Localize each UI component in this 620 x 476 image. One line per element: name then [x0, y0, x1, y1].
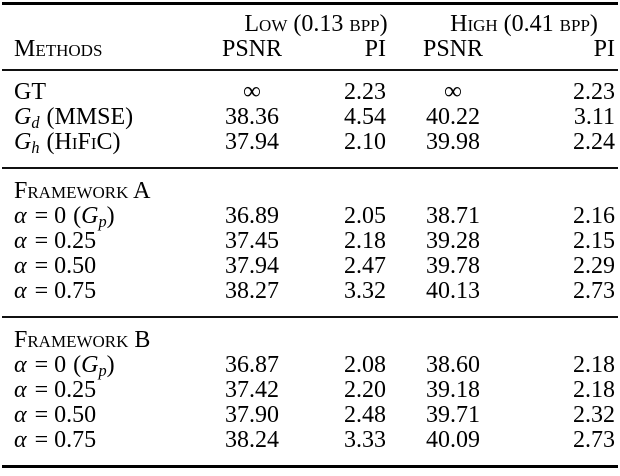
- pi-high-value: 2.15: [573, 228, 615, 254]
- table-row-alpha-0-a: α = 0 (Gp) 36.89 2.05 38.71 2.16: [2, 203, 618, 232]
- table-row-gd-mmse: Gd (MMSE) 38.36 4.54 40.22 3.11: [2, 104, 618, 133]
- psnr-low-value: ∞: [243, 78, 261, 105]
- table-row-alpha-25-b: α = 0.25 37.42 2.20 39.18 2.18: [2, 378, 618, 403]
- psnr-high-value: 39.98: [426, 129, 480, 155]
- pi-high-value: 2.29: [573, 253, 615, 279]
- pi-low-value: 2.48: [344, 402, 386, 428]
- method-label: Gh (HiFiC): [14, 129, 121, 158]
- col-header-psnr-low: PSNR: [221, 36, 283, 62]
- group-header-row: Low (0.13 bpp) High (0.41 bpp): [2, 4, 618, 38]
- group-header-spacer: [2, 4, 202, 38]
- pi-low-value: 2.47: [344, 253, 386, 279]
- table-row-gh-hific: Gh (HiFiC) 37.94 2.10 39.98 2.24: [2, 130, 618, 168]
- framework-a-section: Framework A α = 0 (Gp) 36.89 2.05 38.71 2.…: [2, 168, 618, 317]
- pi-low-value: 2.10: [344, 129, 386, 155]
- col-header-psnr-high: PSNR: [422, 36, 484, 62]
- psnr-high-value: 39.28: [426, 228, 480, 254]
- pi-low-value: 2.05: [344, 203, 386, 229]
- pi-high-value: 2.32: [573, 402, 615, 428]
- column-header-row: Methods PSNR PI PSNR PI: [2, 37, 618, 70]
- table-row-alpha-50-a: α = 0.50 37.94 2.47 39.78 2.29: [2, 254, 618, 279]
- baselines-section: GT ∞ 2.23 ∞ 2.23 Gd (MMSE) 38.36 4.54 40.…: [2, 70, 618, 168]
- table-row-alpha-0-b: α = 0 (Gp) 36.87 2.08 38.60 2.18: [2, 352, 618, 381]
- section-header-row: Framework B: [2, 317, 618, 353]
- psnr-high-value: 39.71: [426, 402, 480, 428]
- method-label: α = 0.25: [14, 377, 97, 403]
- col-header-pi-high: PI: [593, 36, 615, 62]
- group-low-cell: Low (0.13 bpp): [202, 4, 388, 38]
- psnr-low-value: 37.94: [225, 253, 279, 279]
- psnr-high-value: 40.09: [426, 427, 480, 453]
- table-row-gt: GT ∞ 2.23 ∞ 2.23: [2, 70, 618, 105]
- section-header-row: Framework A: [2, 168, 618, 204]
- psnr-low-value: 37.42: [225, 377, 279, 403]
- psnr-low-value: 37.90: [225, 402, 279, 428]
- psnr-low-value: 38.24: [225, 427, 279, 453]
- method-label: GT: [14, 79, 46, 105]
- method-label: α = 0.75: [14, 278, 97, 304]
- method-label: α = 0.75: [14, 427, 97, 453]
- pi-high-value: 2.73: [573, 278, 615, 304]
- method-label: α = 0 (Gp): [14, 203, 115, 232]
- pi-low-value: 2.08: [344, 352, 386, 378]
- pi-high-value: 2.18: [573, 377, 615, 403]
- psnr-high-value: 40.22: [426, 104, 480, 130]
- pi-high-value: 2.24: [573, 129, 615, 155]
- group-high-cell: High (0.41 bpp): [388, 4, 618, 38]
- table-row-alpha-50-b: α = 0.50 37.90 2.48 39.71 2.32: [2, 403, 618, 428]
- pi-high-value: 3.11: [573, 104, 615, 130]
- method-label: Gd (MMSE): [14, 104, 134, 133]
- method-label: α = 0.50: [14, 253, 97, 279]
- psnr-low-value: 36.89: [225, 203, 279, 229]
- col-header-pi-low: PI: [364, 36, 386, 62]
- section-title-framework-b: Framework B: [14, 327, 151, 353]
- psnr-high-value: 39.18: [426, 377, 480, 403]
- pi-high-value: 2.23: [573, 79, 615, 105]
- group-high-label: High (0.41 bpp): [450, 11, 598, 37]
- psnr-low-value: 38.36: [225, 104, 279, 130]
- psnr-high-value: 38.60: [426, 352, 480, 378]
- table-header: Low (0.13 bpp) High (0.41 bpp) Methods P…: [2, 4, 618, 70]
- pi-low-value: 3.32: [344, 278, 386, 304]
- pi-high-value: 2.16: [573, 203, 615, 229]
- psnr-low-value: 36.87: [225, 352, 279, 378]
- pi-low-value: 3.33: [344, 427, 386, 453]
- results-table: Low (0.13 bpp) High (0.41 bpp) Methods P…: [2, 2, 618, 468]
- method-label: α = 0.25: [14, 228, 97, 254]
- table-row-alpha-75-b: α = 0.75 38.24 3.33 40.09 2.73: [2, 428, 618, 467]
- table-row-alpha-25-a: α = 0.25 37.45 2.18 39.28 2.15: [2, 229, 618, 254]
- section-title-framework-a: Framework A: [14, 178, 151, 204]
- psnr-low-value: 37.94: [225, 129, 279, 155]
- col-header-methods: Methods: [14, 36, 103, 62]
- psnr-high-value: ∞: [444, 78, 462, 105]
- psnr-high-value: 38.71: [426, 203, 480, 229]
- pi-low-value: 2.20: [344, 377, 386, 403]
- pi-low-value: 2.23: [344, 79, 386, 105]
- group-low-label: Low (0.13 bpp): [244, 11, 388, 37]
- psnr-low-value: 37.45: [225, 228, 279, 254]
- pi-low-value: 4.54: [344, 104, 386, 130]
- pi-low-value: 2.18: [344, 228, 386, 254]
- pi-high-value: 2.73: [573, 427, 615, 453]
- psnr-high-value: 40.13: [426, 278, 480, 304]
- table-row-alpha-75-a: α = 0.75 38.27 3.32 40.13 2.73: [2, 279, 618, 317]
- framework-b-section: Framework B α = 0 (Gp) 36.87 2.08 38.60 2.…: [2, 317, 618, 467]
- psnr-high-value: 39.78: [426, 253, 480, 279]
- pi-high-value: 2.18: [573, 352, 615, 378]
- psnr-low-value: 38.27: [225, 278, 279, 304]
- method-label: α = 0 (Gp): [14, 352, 115, 381]
- method-label: α = 0.50: [14, 402, 97, 428]
